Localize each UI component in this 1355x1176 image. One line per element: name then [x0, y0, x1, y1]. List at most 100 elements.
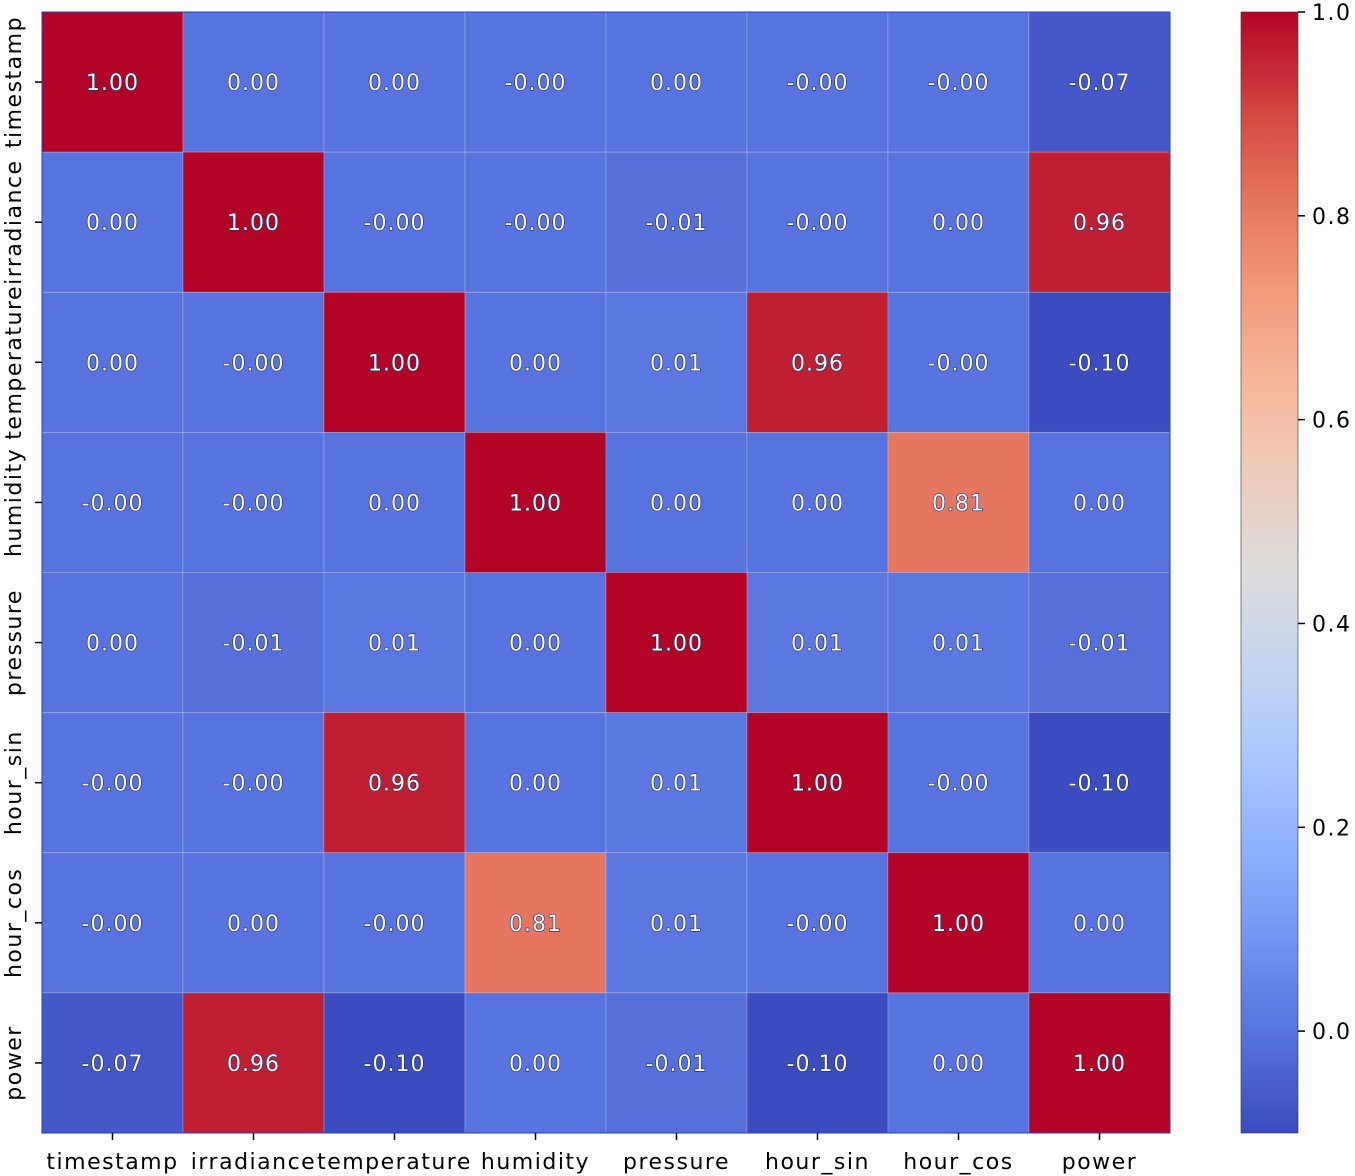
heatmap-cell — [887, 712, 1030, 854]
cell-annotation: 1.00 — [86, 71, 139, 96]
cell-annotation: 1.00 — [791, 772, 844, 797]
cell-annotation: -0.00 — [223, 772, 285, 797]
heatmap-cell — [746, 992, 889, 1134]
heatmap-cell — [746, 852, 889, 994]
heatmap-cell — [605, 852, 748, 994]
cell-annotation: 0.01 — [791, 632, 844, 657]
y-tick-label: humidity — [2, 448, 27, 557]
cell-annotation: -0.01 — [1069, 632, 1131, 657]
cell-annotation: 0.00 — [932, 211, 985, 236]
heatmap-cell — [182, 11, 325, 153]
x-tick-label: power — [1062, 1150, 1138, 1175]
x-tick-label: humidity — [481, 1150, 590, 1175]
cell-annotation: 0.00 — [509, 772, 562, 797]
cell-annotation: -0.00 — [364, 211, 426, 236]
heatmap-cell — [746, 291, 889, 433]
heatmap-cell — [323, 291, 466, 433]
heatmap-cell — [887, 572, 1030, 714]
cell-annotation: -0.01 — [223, 632, 285, 657]
heatmap-cell — [182, 291, 325, 433]
x-tick-label: irradiance — [191, 1150, 316, 1175]
heatmap-cell — [464, 431, 607, 573]
heatmap-cell — [746, 151, 889, 293]
y-tick-label: irradiance — [2, 159, 27, 284]
x-tick-label: temperature — [317, 1150, 472, 1175]
cell-annotation: -0.07 — [1069, 71, 1131, 96]
heatmap-cell — [1028, 151, 1171, 293]
heatmap-cell — [1028, 852, 1171, 994]
cell-annotation: 0.00 — [86, 632, 139, 657]
heatmap-cell — [887, 852, 1030, 994]
cell-annotation: -0.00 — [505, 211, 567, 236]
cell-annotation: -0.00 — [928, 351, 990, 376]
cell-annotation: 0.81 — [509, 912, 562, 937]
heatmap-cell — [323, 572, 466, 714]
cell-annotation: 0.81 — [932, 491, 985, 516]
cell-annotation: -0.01 — [646, 1052, 708, 1077]
heatmap-cell — [182, 572, 325, 714]
cell-annotation: 0.00 — [509, 1052, 562, 1077]
cell-annotation: -0.00 — [82, 912, 144, 937]
cell-annotation: 0.00 — [650, 491, 703, 516]
colorbar-tick-label: 0.8 — [1312, 205, 1352, 230]
cell-annotation: 0.00 — [86, 211, 139, 236]
heatmap-cell — [746, 11, 889, 153]
colorbar-tick-label: 0.2 — [1312, 816, 1352, 841]
heatmap-cell — [182, 852, 325, 994]
cell-annotation: 1.00 — [227, 211, 280, 236]
heatmap-cell — [41, 11, 184, 153]
heatmap-cell — [887, 291, 1030, 433]
heatmap-cell — [605, 712, 748, 854]
colorbar-tick-label: 0.4 — [1312, 612, 1352, 637]
heatmap-cell — [746, 572, 889, 714]
heatmap-cell — [605, 572, 748, 714]
heatmap-cell — [1028, 992, 1171, 1134]
y-tick-label: temperature — [2, 285, 27, 440]
cell-annotation: 0.00 — [650, 71, 703, 96]
heatmap-cell — [605, 431, 748, 573]
colorbar-tick-label: 0.6 — [1312, 409, 1352, 434]
heatmap-cell — [464, 11, 607, 153]
x-tick-label: timestamp — [46, 1150, 178, 1175]
y-tick-label: power — [2, 1025, 27, 1101]
heatmap-cell — [887, 431, 1030, 573]
cell-annotation: -0.10 — [364, 1052, 426, 1077]
cell-annotation: -0.01 — [646, 211, 708, 236]
cell-annotation: -0.00 — [82, 491, 144, 516]
heatmap-cell — [323, 431, 466, 573]
heatmap-cell — [887, 151, 1030, 293]
heatmap-cell — [605, 291, 748, 433]
x-tick-label: pressure — [623, 1150, 730, 1175]
cell-annotation: 0.01 — [932, 632, 985, 657]
heatmap-cell — [323, 852, 466, 994]
heatmap-cell — [464, 572, 607, 714]
cell-annotation: -0.00 — [82, 772, 144, 797]
heatmap-cell — [464, 291, 607, 433]
heatmap-cell — [605, 151, 748, 293]
cell-annotation: 1.00 — [1073, 1052, 1126, 1077]
cell-annotation: -0.00 — [787, 71, 849, 96]
heatmap-cell — [1028, 11, 1171, 153]
cell-annotation: 0.01 — [368, 632, 421, 657]
cell-annotation: 1.00 — [932, 912, 985, 937]
cell-annotation: -0.00 — [928, 772, 990, 797]
heatmap-cell — [323, 992, 466, 1134]
cell-annotation: 0.00 — [368, 491, 421, 516]
colorbar-tick-label: 1.0 — [1312, 1, 1352, 26]
heatmap-cell — [182, 712, 325, 854]
heatmap-cell — [182, 151, 325, 293]
heatmap-cell — [41, 291, 184, 433]
cell-annotation: 0.00 — [509, 351, 562, 376]
cell-annotation: 0.00 — [1073, 491, 1126, 516]
x-axis: timestamp irradiance temperature humidity pr… — [46, 1133, 1138, 1175]
y-tick-label: pressure — [2, 589, 27, 696]
x-tick-label: hour_cos — [903, 1150, 1013, 1175]
heatmap-cell — [1028, 712, 1171, 854]
cell-annotation: 0.00 — [368, 71, 421, 96]
cell-annotation: 1.00 — [650, 632, 703, 657]
heatmap-cell — [464, 712, 607, 854]
cell-annotation: 0.96 — [1073, 211, 1126, 236]
y-tick-label: hour_cos — [2, 868, 27, 978]
